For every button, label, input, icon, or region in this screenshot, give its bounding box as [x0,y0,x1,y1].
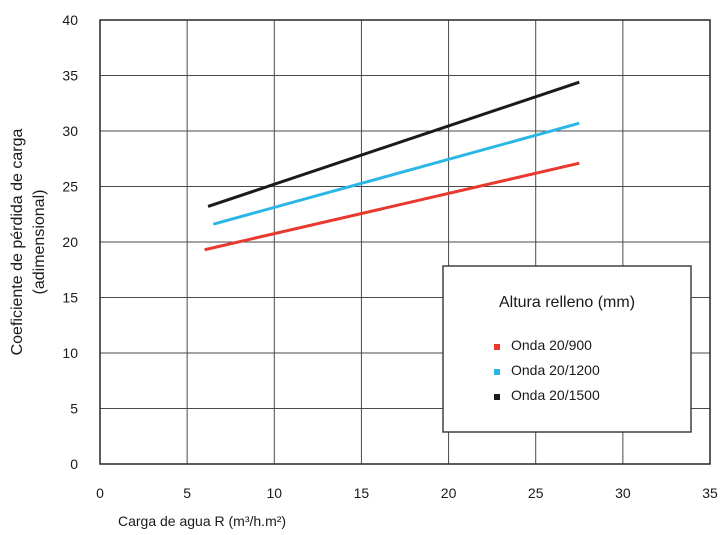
y-tick-label: 30 [62,123,78,139]
y-tick-labels: 0 5 10 15 20 25 30 35 40 [62,12,78,472]
legend-label: Onda 20/1500 [511,387,600,403]
y-tick-label: 25 [62,179,78,195]
legend-box [442,265,692,433]
y-tick-label: 40 [62,12,78,28]
x-tick-label: 25 [528,485,544,501]
series-lines [204,80,580,252]
y-tick-label: 5 [70,401,78,417]
legend-label: Onda 20/900 [511,337,592,353]
y-tick-label: 0 [70,456,78,472]
series-line [204,161,580,252]
x-tick-label: 5 [183,485,191,501]
x-tick-label: 20 [441,485,457,501]
y-tick-label: 10 [62,345,78,361]
legend-marker [494,369,500,375]
x-tick-label: 0 [96,485,104,501]
y-tick-label: 20 [62,234,78,250]
x-tick-label: 15 [354,485,370,501]
legend: Altura relleno (mm) Onda 20/900 Onda 20/1… [442,265,692,433]
legend-marker [494,394,500,400]
x-tick-label: 10 [266,485,282,501]
series-line [207,80,580,208]
y-axis-label-line1: Coeficiente de pérdida de carga [9,128,26,355]
legend-marker [494,344,500,350]
y-tick-label: 15 [62,290,78,306]
legend-title: Altura relleno (mm) [499,294,635,311]
x-tick-labels: 0 5 10 15 20 25 30 35 [96,485,718,501]
x-tick-label: 35 [702,485,718,501]
y-tick-label: 35 [62,68,78,84]
legend-label: Onda 20/1200 [511,362,600,378]
plot-frame [99,19,711,465]
legend-items: Onda 20/900 Onda 20/1200 Onda 20/1500 [494,337,600,403]
series-line [212,121,580,226]
x-tick-label: 30 [615,485,631,501]
x-axis-label: Carga de agua R (m³/h.m²) [118,513,286,529]
y-axis-label-line2: (adimensional) [31,190,48,295]
